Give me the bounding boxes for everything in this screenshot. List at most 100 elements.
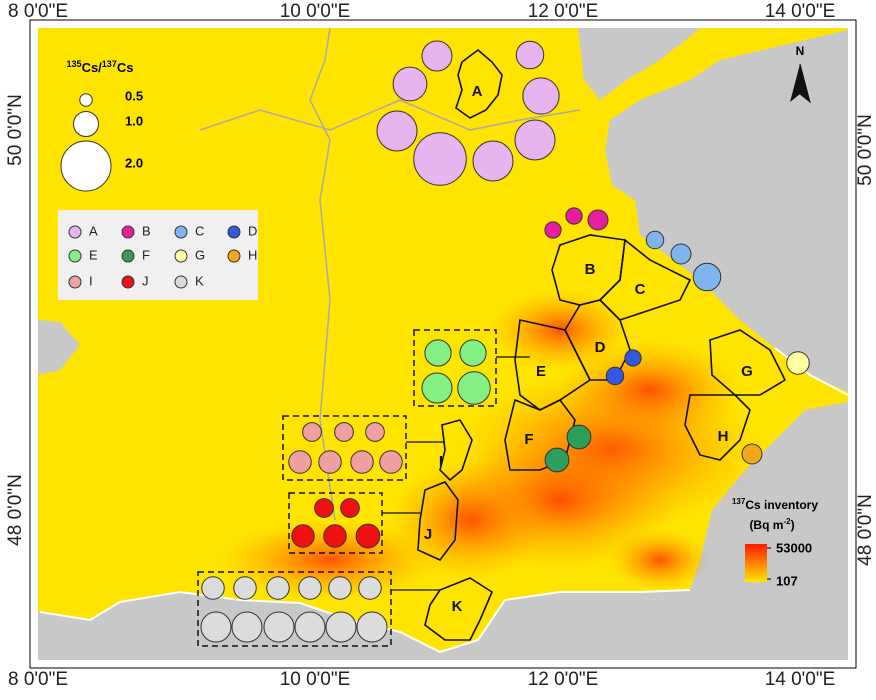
lat-label: 50 0'0"N [855,114,876,186]
district-label: C [635,281,646,298]
legend-label: F [142,247,150,262]
ratio-marker [645,230,665,250]
ratio-marker [358,576,382,600]
legend-label: B [142,223,151,238]
ratio-marker [421,372,453,404]
legend-label: A [89,223,98,238]
ratio-marker [670,243,692,265]
legend-swatch [68,249,82,263]
north-arrow: N [790,44,811,104]
sup: 137 [732,497,746,506]
ratio-marker [459,339,487,367]
district-label: D [595,339,606,356]
ratio-marker [201,576,225,600]
ratio-marker [314,498,334,518]
colorbar-max: 53000 [776,540,812,555]
legend-label: I [89,273,93,288]
ratio-marker [325,611,357,643]
lon-label: 8 0'0"E [8,1,68,22]
ratio-marker [605,366,625,386]
ratio-marker [544,447,570,473]
ratio-marker [294,611,326,643]
text: Cs inventory [745,498,818,512]
lat-label: 48 0'0"N [855,494,876,566]
ratio-marker [323,524,347,548]
size-legend-circle [79,93,93,107]
ratio-marker [514,119,556,161]
legend-swatch [174,225,188,239]
ratio-marker [318,450,342,474]
ratio-marker [350,450,374,474]
ratio-marker [624,349,642,367]
lat-label: 50 0'0"N [5,94,26,166]
district-label: J [424,526,432,543]
ratio-marker [515,40,545,70]
legend-label: C [195,223,204,238]
size-legend-circle [73,111,99,137]
inventory-hotspots [220,290,760,600]
ratio-marker [200,611,232,643]
legend-swatch [68,275,82,289]
ratio-marker [421,40,453,72]
state-border [309,27,336,521]
legend-swatch [227,225,241,239]
ratio-marker [522,77,560,115]
ratio-marker [692,262,722,292]
ratio-marker [288,450,312,474]
north-label: N [796,44,805,58]
text: Cs/ [82,60,103,75]
lon-label: 12 0'0"E [528,1,599,22]
size-legend-label: 0.5 [125,88,143,103]
size-legend-title: 135Cs/137Cs [67,59,134,75]
group-boxes [197,329,530,647]
district-label: I [439,453,443,470]
legend-label: E [89,247,98,262]
ratio-marker [544,221,562,239]
size-legend-label: 2.0 [125,155,143,170]
ratio-marker [392,66,428,102]
ratio-marker [291,524,315,548]
district-label: F [524,431,533,448]
ratio-marker [356,611,388,643]
sup: 137 [102,59,117,69]
ratio-marker [302,422,322,442]
ratio-marker [231,611,263,643]
lon-label: 8 0'0"E [8,669,68,690]
district-boundaries [417,48,787,641]
ratio-marker [266,576,290,600]
legend-swatch [121,275,135,289]
ratio-marker [340,498,360,518]
lon-label: 10 0'0"E [280,1,351,22]
colorbar-title: 137Cs inventory [732,497,818,512]
legend-swatch [121,225,135,239]
legend-box [58,210,258,300]
colorbar-unit: (Bq m-2) [749,517,794,532]
ratio-marker [457,371,491,405]
lon-label: 10 0'0"E [280,669,351,690]
legend-swatch [174,249,188,263]
text: Cs [117,60,134,75]
ratio-marker [334,422,354,442]
ratio-marker [328,576,352,600]
legend-label: D [248,223,257,238]
legend-label: K [195,273,204,288]
lon-label: 14 0'0"E [765,1,836,22]
size-legend-label: 1.0 [125,113,143,128]
ratio-marker [566,424,592,450]
text: ) [791,518,795,532]
size-legend-circle [60,140,112,192]
ratio-marker [741,443,763,465]
district-label: A [472,83,483,100]
legend-label: G [195,247,205,262]
district-label: B [585,261,596,278]
lon-label: 14 0'0"E [765,669,836,690]
ratio-marker [365,422,385,442]
district-label: E [536,363,546,380]
ratio-marker [379,450,403,474]
legend-swatch [121,249,135,263]
legend-swatch [227,249,241,263]
ratio-marker [355,523,381,549]
sup: -2 [783,517,791,526]
ratio-marker [786,351,810,375]
